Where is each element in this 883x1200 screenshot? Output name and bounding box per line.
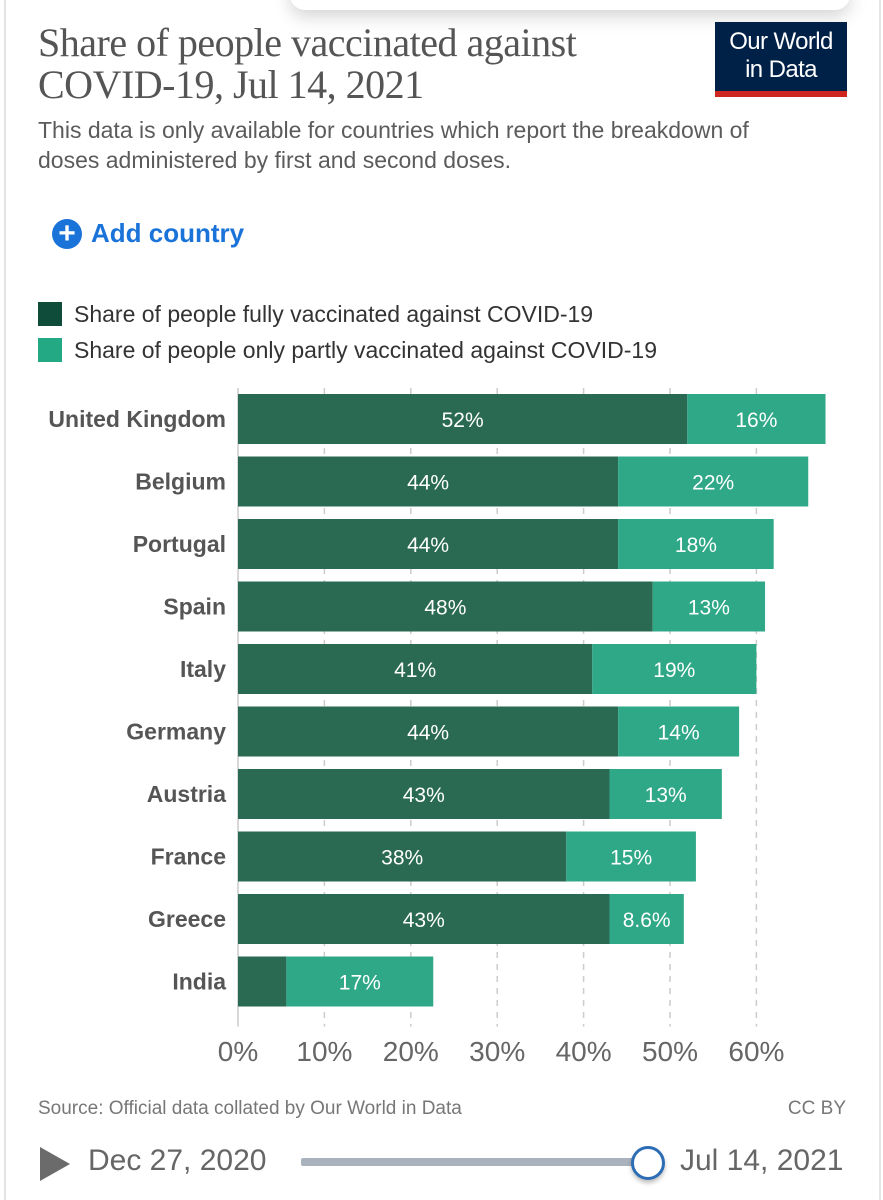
- data-label: 13%: [645, 784, 687, 807]
- category-label: Spain: [163, 594, 226, 620]
- bar-partly: [592, 644, 757, 694]
- chart-subtitle: This data is only available for countrie…: [38, 117, 749, 173]
- data-label: 18%: [675, 534, 717, 557]
- category-label: Germany: [126, 719, 226, 745]
- bar-fully: [238, 644, 593, 694]
- bar-fully: [238, 394, 688, 444]
- x-tick-label: 10%: [296, 1036, 352, 1067]
- data-label: 44%: [407, 722, 449, 745]
- bar-partly: [618, 519, 774, 569]
- chart-title: Share of people vaccinated against COVID…: [38, 20, 577, 107]
- license-link[interactable]: CC BY: [787, 1098, 846, 1119]
- bar-fully: [238, 706, 619, 757]
- bar-partly: [652, 581, 766, 632]
- bar-partly: [618, 456, 809, 507]
- category-label: Portugal: [133, 531, 226, 557]
- data-label: 43%: [403, 909, 445, 932]
- data-label: 17%: [339, 972, 381, 995]
- data-label: 13%: [688, 597, 730, 620]
- bar-fully: [238, 956, 287, 1007]
- data-label: 22%: [692, 472, 734, 495]
- owid-logo[interactable]: Our World in Data: [715, 22, 847, 97]
- category-label: United Kingdom: [48, 406, 226, 432]
- timeline-track[interactable]: [301, 1158, 641, 1166]
- bar-fully: [238, 456, 619, 507]
- bar-partly: [609, 769, 722, 819]
- data-label: 19%: [653, 659, 695, 682]
- x-tick-label: 50%: [642, 1036, 698, 1067]
- bar-partly: [687, 394, 826, 444]
- play-icon[interactable]: [40, 1147, 70, 1181]
- logo-line-1: Our World: [729, 28, 833, 55]
- category-label: Austria: [147, 781, 226, 807]
- bar-partly: [609, 894, 684, 944]
- x-tick-label: 20%: [383, 1036, 439, 1067]
- legend-item-partly[interactable]: Share of people only partly vaccinated a…: [38, 332, 657, 368]
- data-label: 41%: [394, 659, 436, 682]
- plus-circle-icon: +: [52, 218, 82, 249]
- bar-partly: [566, 831, 696, 882]
- category-label: Greece: [148, 906, 226, 932]
- source-note: Source: Official data collated by Our Wo…: [38, 1098, 462, 1119]
- logo-line-2: in Data: [745, 56, 817, 83]
- bar-fully: [238, 831, 567, 882]
- category-label: Italy: [180, 656, 226, 682]
- x-tick-label: 30%: [469, 1036, 525, 1067]
- data-label: 38%: [381, 847, 423, 870]
- category-label: France: [151, 844, 226, 870]
- legend-item-fully[interactable]: Share of people fully vaccinated against…: [38, 296, 657, 332]
- data-label: 48%: [424, 597, 466, 620]
- data-label: 16%: [735, 409, 777, 432]
- timeline-start-date: Dec 27, 2020: [88, 1144, 267, 1177]
- data-label: 8.6%: [623, 909, 671, 932]
- chart-frame: [4, 0, 881, 1200]
- bar-fully: [238, 769, 610, 819]
- data-label: 43%: [403, 784, 445, 807]
- timeline: Dec 27, 2020 Jul 14, 2021: [38, 1140, 848, 1186]
- legend-swatch-fully: [38, 302, 62, 326]
- bar-fully: [238, 519, 619, 569]
- x-tick-label: 40%: [556, 1036, 612, 1067]
- bar-partly: [618, 706, 740, 757]
- timeline-handle[interactable]: [631, 1146, 665, 1180]
- data-label: 44%: [407, 472, 449, 495]
- category-label: Belgium: [135, 469, 226, 495]
- bar-partly: [286, 956, 434, 1007]
- x-tick-label: 0%: [218, 1036, 258, 1067]
- data-label: 15%: [610, 847, 652, 870]
- add-country-label: Add country: [91, 218, 245, 248]
- add-country-button[interactable]: + Add country: [52, 218, 244, 249]
- category-label: India: [172, 969, 226, 995]
- data-label: 14%: [658, 722, 700, 745]
- bar-fully: [238, 581, 653, 632]
- bar-fully: [238, 894, 610, 944]
- legend: Share of people fully vaccinated against…: [38, 296, 657, 368]
- data-label: 44%: [407, 534, 449, 557]
- timeline-end-date: Jul 14, 2021: [680, 1144, 844, 1177]
- legend-label: Share of people fully vaccinated against…: [74, 300, 594, 327]
- legend-swatch-partly: [38, 338, 62, 362]
- data-label: 52%: [442, 409, 484, 432]
- x-tick-label: 60%: [728, 1036, 784, 1067]
- bar-chart: 0% 10% 20% 30% 40% 50% 60% United Kingdom 52% 16%…: [48, 388, 826, 1067]
- legend-label: Share of people only partly vaccinated a…: [74, 336, 657, 363]
